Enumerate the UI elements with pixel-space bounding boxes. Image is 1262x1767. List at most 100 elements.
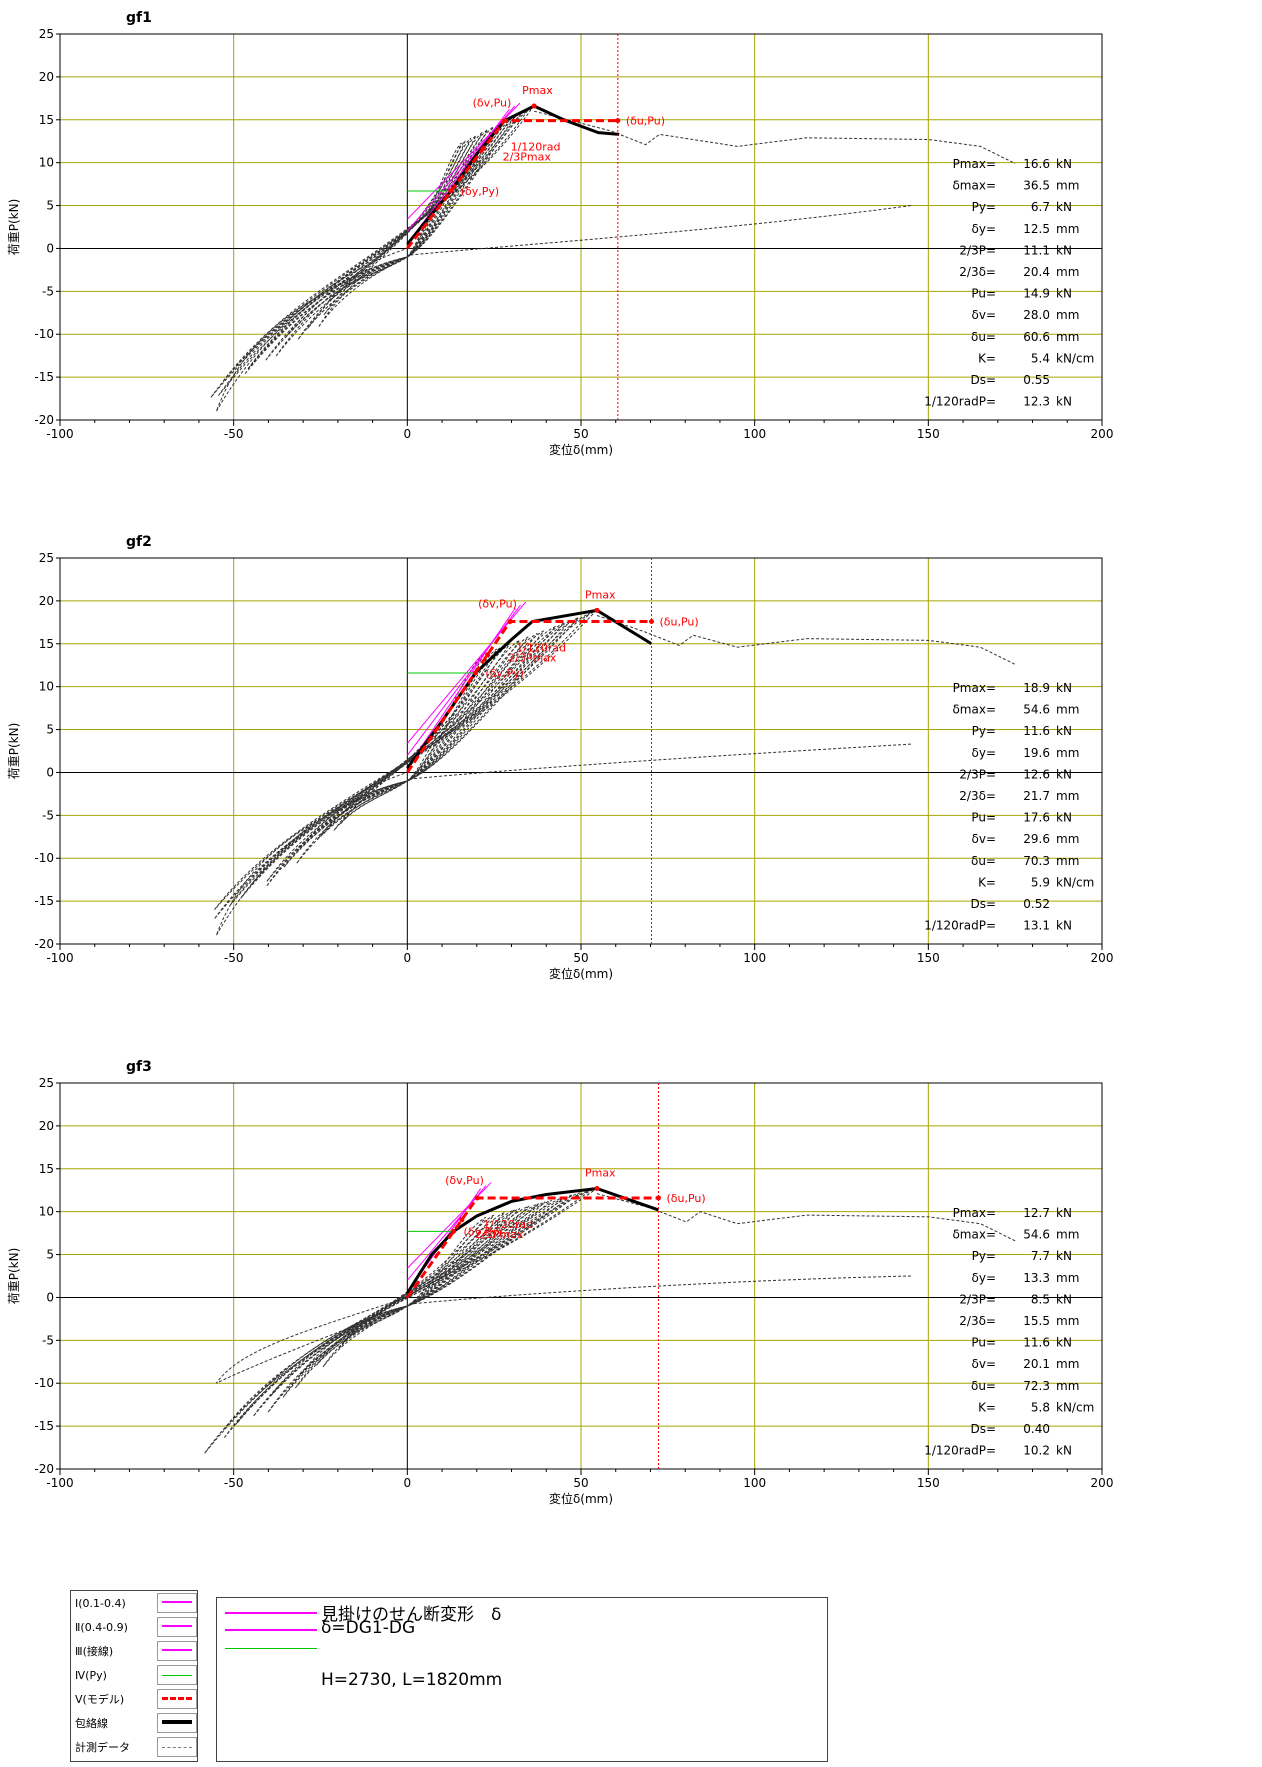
gf2-y-tick-label: -5 [42, 808, 54, 822]
gf3-measured-loop [267, 1199, 553, 1413]
gf1-stat-unit: kN [1056, 243, 1072, 257]
gf1-stat-unit: mm [1056, 222, 1079, 236]
legend-swatch-line [162, 1601, 192, 1603]
legend-note-swatch-magenta [225, 1612, 317, 1614]
gf1-stat-value: 12.5 [1023, 222, 1050, 236]
legend-item-swatch [157, 1665, 197, 1685]
gf3-y-tick-label: -5 [42, 1333, 54, 1347]
gf2-x-tick-label: 0 [404, 951, 412, 965]
gf2-y-tick-label: 5 [46, 723, 54, 737]
gf1-measured-loop [297, 129, 489, 340]
gf1-stat-label: Pu= [971, 287, 996, 301]
gf1-measured-loop [222, 112, 522, 382]
gf3-stat-value: 5.8 [1031, 1400, 1050, 1414]
gf1-stat-unit: kN [1056, 157, 1072, 171]
gf3-annotation-2-3pmax: 2/3Pmax [475, 1228, 524, 1241]
gf3-stat-label: 2/3δ= [959, 1314, 996, 1328]
gf3-stat-value: 20.1 [1023, 1357, 1050, 1371]
gf2-measured-loop [214, 612, 591, 910]
gf2-measured-loop [266, 625, 557, 887]
gf2-measured-loop [283, 632, 538, 868]
gf2-y-tick-label: 0 [46, 765, 54, 779]
gf1-stat-unit: mm [1056, 265, 1079, 279]
gf3-y-tick-label: 5 [46, 1248, 54, 1262]
gf3-stat-label: 2/3P= [959, 1292, 996, 1306]
gf3-stat-value: 15.5 [1023, 1314, 1050, 1328]
gf1-y-tick-label: 25 [39, 27, 54, 41]
gf3-stat-label: K= [978, 1400, 996, 1414]
gf1-x-tick-label: -50 [224, 427, 244, 441]
gf2-stat-label: δv= [972, 832, 997, 846]
gf3-point-marker [655, 1195, 661, 1201]
gf1-annotation-2-3pmax: 2/3Pmax [503, 151, 552, 164]
gf3-stat-label: δy= [972, 1271, 997, 1285]
gf1-point-marker [502, 118, 508, 124]
legend-note-swatch-magenta-2 [225, 1629, 317, 1631]
gf1-measured-loop [328, 140, 466, 302]
gf3-x-tick-label: 50 [573, 1476, 588, 1490]
gf2-stat-value: 5.9 [1031, 875, 1050, 889]
gf2-stat-unit: mm [1056, 703, 1079, 717]
gf1-y-tick-label: 20 [39, 70, 54, 84]
gf2-measured-loop [240, 619, 572, 899]
gf2-point-marker [594, 607, 600, 613]
gf1-x-tick-label: 150 [917, 427, 940, 441]
gf3-stat-value: 8.5 [1031, 1292, 1050, 1306]
legend-item-label: Ⅳ(Py) [75, 1668, 107, 1682]
gf3-point-marker [459, 1217, 465, 1223]
legend-note-dimensions: H=2730, L=1820mm [321, 1670, 503, 1690]
gf2-annotation-2-3pmax: 2/3Pmax [508, 651, 557, 664]
gf3-annotation-dy-py: (δy,Py) [464, 1225, 502, 1238]
gf2-x-tick-label: 50 [573, 951, 588, 965]
gf1-point-marker [615, 118, 621, 124]
gf3-stat-unit: kN [1056, 1249, 1072, 1263]
gf3-measured-loop [342, 1216, 487, 1344]
legend-swatch-line [162, 1625, 192, 1627]
gf2-point-marker [472, 670, 478, 676]
legend-note-swatch-green [225, 1648, 317, 1649]
gf1-measured-loop [218, 108, 530, 396]
gf1-envelope-line [406, 104, 620, 246]
gf1-stat-label: 2/3P= [959, 243, 996, 257]
gf1-stat-unit: kN [1056, 287, 1072, 301]
gf1-measured-loop [265, 120, 506, 361]
gf1-point-marker [448, 188, 454, 194]
gf2-measured-tail [596, 614, 1016, 665]
legend-item-label: Ⅲ(接線) [75, 1645, 114, 1658]
gf3-stat-label: δv= [972, 1357, 997, 1371]
gf3-measured-loop [204, 1188, 597, 1454]
gf1-stat-unit: kN [1056, 395, 1072, 409]
legend-swatch-line [162, 1747, 192, 1748]
gf2-annotation-1-120rad: 1/120rad [516, 641, 566, 654]
legend-item-swatch [157, 1713, 197, 1733]
gf2-stat-label: δy= [972, 746, 997, 760]
gf3-stat-value: 13.3 [1023, 1271, 1050, 1285]
gf1-annotation-1-120rad: 1/120rad [511, 141, 561, 154]
gf3-stat-value: 10.2 [1023, 1444, 1050, 1458]
gf2-y-tick-label: -15 [34, 894, 54, 908]
gf3-stat-label: δu= [971, 1379, 996, 1393]
gf1-stat-label: δv= [972, 308, 997, 322]
legend-item-label: 包絡線 [75, 1717, 108, 1730]
gf1-y-tick-label: 15 [39, 113, 54, 127]
gf1-point-marker [480, 146, 486, 152]
gf1-measured-loop [210, 106, 534, 398]
gf3-stat-unit: kN [1056, 1336, 1072, 1350]
gf3-stat-label: Ds= [970, 1422, 996, 1436]
gf1-stat-unit: kN/cm [1056, 351, 1094, 365]
gf1-stat-label: δmax= [952, 179, 996, 193]
gf2-stat-label: 2/3δ= [959, 789, 996, 803]
gf3-stat-unit: kN/cm [1056, 1400, 1094, 1414]
gf1-stat-label: Ds= [970, 373, 996, 387]
gf1-stat-value: 5.4 [1031, 351, 1050, 365]
gf2-stat-label: δu= [971, 854, 996, 868]
gf2-stat-value: 18.9 [1023, 681, 1050, 695]
gf3-stat-label: Pu= [971, 1336, 996, 1350]
legend-item: Ⅲ(接線) [71, 1639, 197, 1663]
gf1-stat-unit: mm [1056, 179, 1079, 193]
gf1-measured-loop [323, 137, 472, 316]
gf1-annotation-pmax: Pmax [522, 84, 553, 97]
gf2-stat-label: δmax= [952, 703, 996, 717]
legend-box-notes: 見掛けのせん断変形 δ δ=DG1-DG H=2730, L=1820mm [216, 1597, 828, 1762]
legend-item-swatch [157, 1641, 197, 1661]
